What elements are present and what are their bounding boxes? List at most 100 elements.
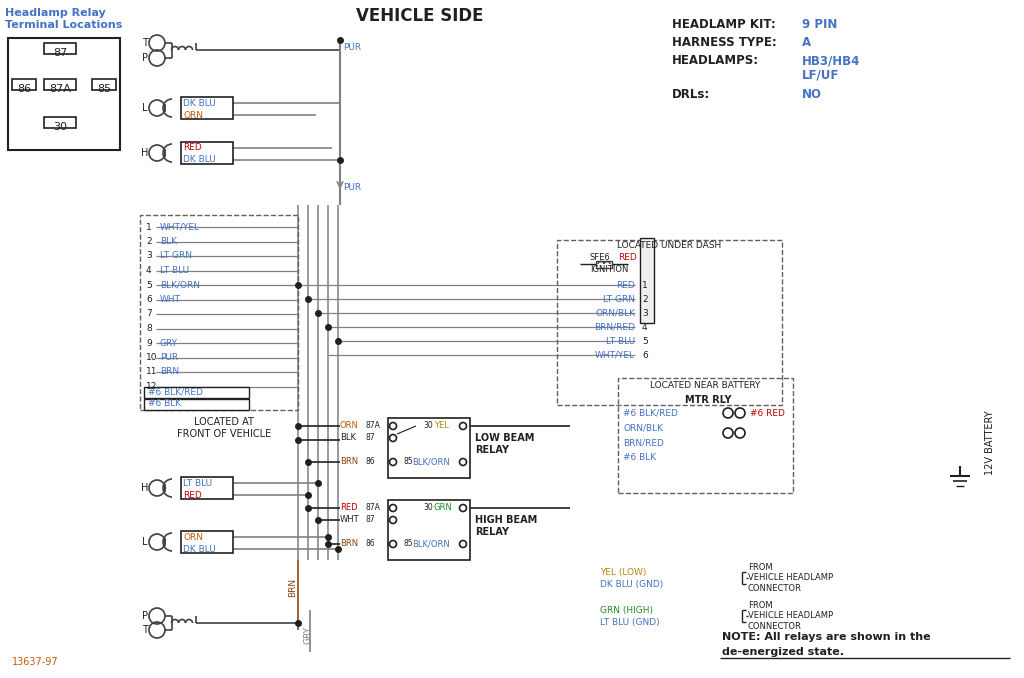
Text: LT GRN: LT GRN xyxy=(603,294,635,304)
Text: LOCATED AT: LOCATED AT xyxy=(195,417,254,427)
Text: IGNITION: IGNITION xyxy=(590,266,629,275)
Text: WHT/YEL: WHT/YEL xyxy=(160,222,200,231)
Text: FROM
VEHICLE HEADLAMP
CONNECTOR: FROM VEHICLE HEADLAMP CONNECTOR xyxy=(748,601,834,631)
Text: HIGH BEAM: HIGH BEAM xyxy=(475,515,538,525)
Text: L: L xyxy=(142,103,147,113)
Bar xyxy=(140,215,298,410)
Text: VEHICLE SIDE: VEHICLE SIDE xyxy=(356,7,483,25)
Text: LT BLU: LT BLU xyxy=(606,336,635,346)
Bar xyxy=(44,43,76,54)
Text: LT GRN: LT GRN xyxy=(160,252,193,260)
Text: ORN: ORN xyxy=(183,111,203,119)
Text: 2: 2 xyxy=(146,237,152,246)
Text: ORN/BLK: ORN/BLK xyxy=(595,308,635,317)
Text: 6: 6 xyxy=(642,351,648,359)
Text: #6 RED: #6 RED xyxy=(750,409,784,418)
Text: PUR: PUR xyxy=(343,184,361,193)
Text: DK BLU: DK BLU xyxy=(183,544,216,553)
Text: LF/UF: LF/UF xyxy=(802,68,840,81)
Bar xyxy=(44,79,76,89)
Text: 3: 3 xyxy=(146,252,152,260)
Text: GRN: GRN xyxy=(434,504,453,513)
Text: DK BLU: DK BLU xyxy=(183,98,216,108)
Text: DRLs:: DRLs: xyxy=(672,89,711,102)
Bar xyxy=(144,386,249,397)
Bar xyxy=(181,477,233,499)
Text: 7: 7 xyxy=(146,309,152,319)
Text: LOCATED NEAR BATTERY: LOCATED NEAR BATTERY xyxy=(650,382,761,391)
Text: YEL (LOW): YEL (LOW) xyxy=(600,567,646,576)
Text: 2: 2 xyxy=(642,294,647,304)
Text: RELAY: RELAY xyxy=(475,445,509,455)
Text: MTR RLY: MTR RLY xyxy=(685,395,731,405)
Text: 1: 1 xyxy=(146,222,152,231)
Text: 9 PIN: 9 PIN xyxy=(802,18,838,31)
Text: 10: 10 xyxy=(146,353,158,362)
Text: BRN: BRN xyxy=(340,540,358,549)
Text: PUR: PUR xyxy=(160,353,178,362)
Bar xyxy=(618,378,793,493)
Text: Headlamp Relay: Headlamp Relay xyxy=(5,8,105,18)
Text: #6 BLK: #6 BLK xyxy=(148,399,181,409)
Text: 4: 4 xyxy=(642,323,647,332)
Text: GRY: GRY xyxy=(160,338,178,348)
Text: BLK/ORN: BLK/ORN xyxy=(160,281,200,290)
Bar xyxy=(388,500,470,560)
Bar xyxy=(181,531,233,553)
Text: 4: 4 xyxy=(146,266,152,275)
Text: 3: 3 xyxy=(642,308,648,317)
Text: 12V BATTERY: 12V BATTERY xyxy=(985,411,995,475)
Text: 86: 86 xyxy=(366,458,376,466)
Text: RED: RED xyxy=(340,504,357,513)
Text: YEL: YEL xyxy=(434,422,449,431)
Bar xyxy=(388,418,470,478)
Text: P: P xyxy=(142,611,148,621)
Bar xyxy=(12,79,36,89)
Text: NO: NO xyxy=(802,89,822,102)
Text: BRN/RED: BRN/RED xyxy=(623,439,664,447)
Text: LOW BEAM: LOW BEAM xyxy=(475,433,535,443)
Text: HEADLAMPS:: HEADLAMPS: xyxy=(672,54,759,68)
Text: T: T xyxy=(142,38,147,48)
Bar xyxy=(144,399,249,410)
Text: DK BLU (GND): DK BLU (GND) xyxy=(600,580,664,589)
Text: 87: 87 xyxy=(53,48,68,58)
Text: RELAY: RELAY xyxy=(475,527,509,537)
Bar xyxy=(92,79,116,89)
Text: 1: 1 xyxy=(642,281,648,290)
Text: GRY: GRY xyxy=(303,626,312,644)
Text: RED: RED xyxy=(616,281,635,290)
Text: #6 BLK/RED: #6 BLK/RED xyxy=(148,388,203,397)
Text: 30: 30 xyxy=(423,422,433,431)
Text: BRN/RED: BRN/RED xyxy=(594,323,635,332)
Text: RED: RED xyxy=(183,490,202,500)
Text: BRN: BRN xyxy=(340,458,358,466)
Text: 9: 9 xyxy=(146,338,152,348)
Text: HB3/HB4: HB3/HB4 xyxy=(802,54,860,68)
Text: 85: 85 xyxy=(97,84,111,94)
Bar xyxy=(640,237,654,323)
Text: 30: 30 xyxy=(423,504,433,513)
Text: T: T xyxy=(142,625,147,635)
Text: LT BLU: LT BLU xyxy=(160,266,189,275)
Bar xyxy=(8,38,120,150)
Bar xyxy=(44,117,76,127)
Text: 87A: 87A xyxy=(366,504,381,513)
Text: 85: 85 xyxy=(403,540,413,549)
Text: WHT/YEL: WHT/YEL xyxy=(595,351,635,359)
Text: L: L xyxy=(142,537,147,547)
Text: LT BLU: LT BLU xyxy=(183,479,212,487)
Text: 5: 5 xyxy=(146,281,152,290)
Text: FRONT OF VEHICLE: FRONT OF VEHICLE xyxy=(177,429,271,439)
Text: 5: 5 xyxy=(642,336,648,346)
Text: A: A xyxy=(802,37,811,49)
Text: ORN: ORN xyxy=(340,422,358,431)
Text: FROM
VEHICLE HEADLAMP
CONNECTOR: FROM VEHICLE HEADLAMP CONNECTOR xyxy=(748,563,834,593)
Text: H: H xyxy=(141,148,148,158)
Text: 6: 6 xyxy=(146,295,152,304)
Text: 30: 30 xyxy=(53,122,67,132)
Bar xyxy=(557,240,782,405)
Text: 87: 87 xyxy=(366,515,376,525)
Text: BRN: BRN xyxy=(160,367,179,376)
Text: de-energized state.: de-energized state. xyxy=(722,647,844,657)
